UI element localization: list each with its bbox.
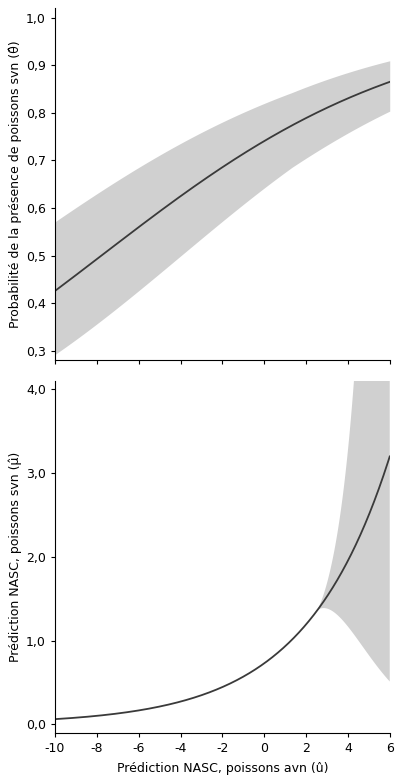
X-axis label: Prédiction NASC, poissons avn (û): Prédiction NASC, poissons avn (û) — [116, 762, 327, 774]
Y-axis label: Prédiction NASC, poissons svn (μ̂): Prédiction NASC, poissons svn (μ̂) — [8, 452, 22, 662]
Y-axis label: Probabilité de la présence de poissons svn (θ̂): Probabilité de la présence de poissons s… — [8, 41, 22, 328]
